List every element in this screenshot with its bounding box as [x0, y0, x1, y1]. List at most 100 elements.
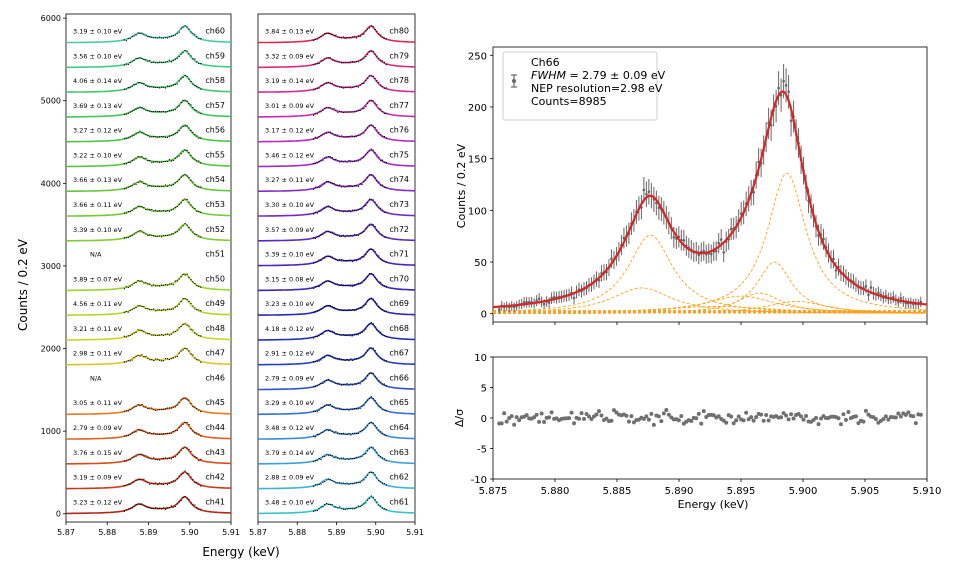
- x-tick-label: 5.88: [98, 528, 116, 537]
- channel-data-ch45: [123, 398, 202, 413]
- channel-label-ch48: ch48: [205, 324, 225, 333]
- channel-fwhm-ch42: 3.19 ± 0.09 eV: [73, 474, 123, 482]
- channel-label-ch80: ch80: [389, 27, 409, 36]
- data-point: [752, 190, 755, 194]
- residual-point: [694, 416, 699, 421]
- channel-curve-ch69: [257, 297, 415, 316]
- data-point: [542, 302, 546, 306]
- channel-data-ch66: [313, 372, 387, 388]
- residual-point: [761, 418, 766, 423]
- y-tick-label: 5000: [41, 97, 61, 106]
- data-point: [547, 301, 551, 304]
- channel-fwhm-ch45: 3.05 ± 0.11 eV: [73, 399, 123, 407]
- channel-data-ch58: [123, 74, 202, 90]
- residual-point: [896, 411, 901, 416]
- residual-point: [534, 412, 539, 417]
- y-tick-label: -10: [471, 475, 487, 486]
- channel-label-ch43: ch43: [205, 448, 225, 457]
- channel-fwhm-ch68: 4.18 ± 0.12 eV: [265, 325, 315, 333]
- x-tick-label: 5.87: [57, 528, 75, 537]
- data-point: [552, 295, 556, 299]
- channel-data-ch61: [313, 495, 387, 512]
- channel-fwhm-ch51: N/A: [90, 251, 102, 259]
- residual-point: [582, 416, 587, 421]
- bottom-x-axis-title: Energy (keV): [202, 545, 279, 559]
- residual-point: [656, 414, 661, 419]
- residual-point: [873, 417, 878, 422]
- residual-point: [542, 419, 547, 424]
- residual-point: [838, 422, 843, 427]
- x-tick-label: 5.895: [727, 486, 756, 497]
- residual-point: [796, 411, 801, 416]
- channel-data-ch78: [313, 75, 387, 91]
- residual-point: [624, 413, 629, 418]
- channel-label-ch66: ch66: [389, 373, 409, 382]
- residual-point: [649, 411, 654, 416]
- residual-point: [789, 412, 794, 417]
- channel-label-ch54: ch54: [205, 175, 225, 184]
- residual-point: [786, 417, 791, 422]
- y-tick-label: 5: [481, 384, 487, 395]
- residual-point: [539, 411, 544, 416]
- channel-fwhm-ch71: 3.39 ± 0.10 eV: [265, 251, 315, 259]
- channel-data-ch70: [313, 273, 387, 289]
- component-curve-2: [493, 287, 927, 314]
- residual-point: [724, 420, 729, 425]
- data-point: [672, 235, 676, 239]
- channel-label-ch41: ch41: [205, 497, 225, 506]
- residual-point: [567, 416, 572, 421]
- residual-point: [814, 415, 819, 420]
- x-tick-label: 5.90: [181, 528, 199, 537]
- channel-label-ch70: ch70: [389, 274, 409, 283]
- channel-fwhm-ch54: 3.66 ± 0.13 eV: [73, 176, 123, 184]
- residual-point: [646, 417, 651, 422]
- x-tick-label: 5.91: [222, 528, 240, 537]
- fit-y-axis-title: Counts / 0.2 eV: [455, 143, 468, 228]
- data-point: [535, 299, 538, 302]
- residual-x-axis-title: Energy (keV): [678, 498, 749, 511]
- data-point: [784, 83, 788, 87]
- fit-legend: Ch66 FWHM = 2.79 ± 0.09 eV NEP resolutio…: [502, 51, 666, 121]
- channel-label-ch46: ch46: [205, 373, 225, 382]
- y-tick-label: 0: [481, 310, 487, 321]
- channel-data-ch79: [313, 50, 387, 66]
- residual-point: [911, 414, 916, 419]
- data-point: [522, 300, 526, 304]
- residual-point: [609, 418, 614, 423]
- residual-point: [661, 411, 666, 416]
- channel-data-ch54: [123, 174, 202, 190]
- channel-data-ch42: [123, 470, 202, 487]
- channel-fwhm-ch49: 4.56 ± 0.11 eV: [73, 300, 123, 308]
- y-tick-label: 0: [481, 414, 487, 425]
- residual-point: [504, 419, 509, 424]
- residual-point: [499, 421, 504, 426]
- channel-label-ch51: ch51: [205, 250, 225, 259]
- channel-fwhm-ch76: 3.17 ± 0.12 eV: [265, 127, 315, 135]
- component-curve-3: [493, 172, 928, 314]
- residual-point: [759, 412, 764, 417]
- residual-point: [666, 412, 671, 417]
- channel-curve-ch67: [258, 347, 416, 366]
- data-point: [877, 291, 880, 295]
- data-point: [537, 297, 541, 301]
- x-tick-label: 5.900: [789, 486, 818, 497]
- residual-point: [736, 414, 741, 419]
- channel-curve-ch52: [66, 223, 232, 242]
- x-tick-label: 5.89: [328, 528, 346, 537]
- y-tick-label: 200: [468, 103, 487, 114]
- channel-fwhm-ch66: 2.79 ± 0.09 eV: [265, 374, 315, 382]
- data-point: [779, 93, 783, 97]
- data-point: [719, 238, 723, 241]
- y-tick-label: 3000: [41, 262, 61, 271]
- residual-point: [749, 415, 754, 420]
- channel-fwhm-ch75: 3.46 ± 0.12 eV: [265, 151, 315, 159]
- data-point: [610, 257, 613, 260]
- channel-curve-ch77: [258, 99, 416, 118]
- residual-point: [644, 414, 649, 419]
- channel-data-ch74: [313, 174, 387, 190]
- residual-point: [799, 414, 804, 419]
- channel-label-ch67: ch67: [389, 349, 409, 358]
- residual-point: [587, 414, 592, 419]
- y-tick-label: 0: [56, 510, 61, 519]
- data-point: [787, 90, 790, 93]
